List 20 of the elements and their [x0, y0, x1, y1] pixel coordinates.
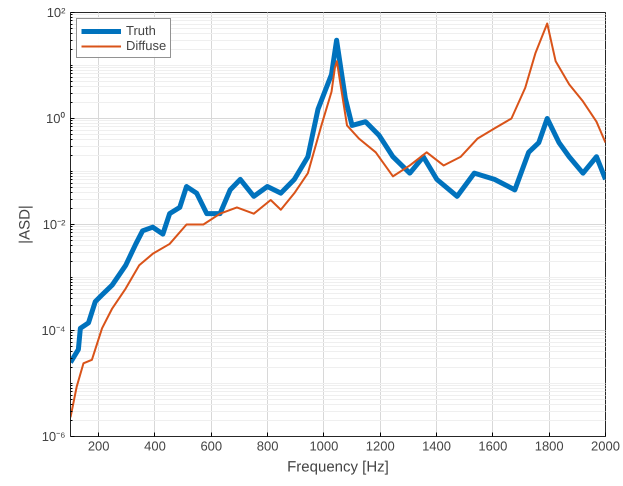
x-tick-label: 1600 — [478, 438, 508, 454]
x-tick-label: 1000 — [309, 438, 338, 454]
y-tick-label: 10⁰ — [46, 111, 66, 126]
y-tick-label: 10⁻⁶ — [42, 429, 66, 444]
x-tick-label: 1200 — [366, 438, 395, 454]
x-tick-label: 400 — [144, 438, 166, 454]
y-axis-title: |ASD| — [16, 205, 34, 244]
y-tick-label: 10⁻² — [42, 217, 66, 232]
line-series — [70, 22, 606, 418]
y-tick-label: 10⁻⁴ — [41, 323, 66, 338]
x-tick-label: 1800 — [534, 438, 564, 454]
legend-label: Diffuse — [126, 38, 166, 53]
x-tick-label: 2000 — [591, 438, 620, 454]
y-tick-label: 10² — [46, 5, 66, 20]
x-tick-label: 200 — [88, 438, 110, 454]
x-tick-label: 800 — [256, 438, 278, 454]
x-tick-label: 600 — [200, 438, 222, 454]
legend-label: Truth — [126, 23, 156, 38]
x-tick-label: 1400 — [422, 438, 452, 454]
x-axis-title: Frequency [Hz] — [287, 458, 389, 476]
